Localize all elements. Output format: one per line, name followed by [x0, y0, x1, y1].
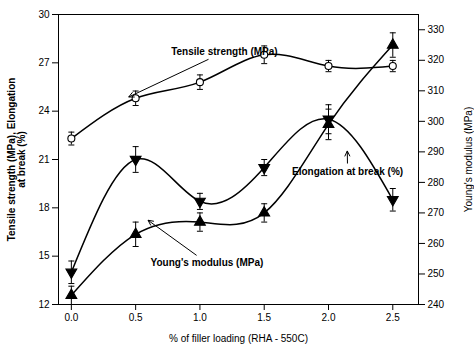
svg-text:2.0: 2.0 — [322, 312, 336, 323]
svg-text:% of filler loading (RHA - 550: % of filler loading (RHA - 550C) — [169, 333, 308, 344]
svg-text:280: 280 — [428, 177, 445, 188]
svg-text:310: 310 — [428, 85, 445, 96]
svg-text:Elongation at break (%): Elongation at break (%) — [292, 166, 403, 177]
svg-text:0.0: 0.0 — [64, 312, 78, 323]
svg-text:1.5: 1.5 — [257, 312, 271, 323]
svg-text:300: 300 — [428, 116, 445, 127]
svg-text:0.5: 0.5 — [129, 312, 143, 323]
svg-text:Young's modulus (MPa): Young's modulus (MPa) — [463, 107, 474, 212]
svg-text:1.0: 1.0 — [193, 312, 207, 323]
svg-text:24: 24 — [38, 105, 50, 116]
svg-text:30: 30 — [38, 9, 50, 20]
svg-text:18: 18 — [38, 202, 50, 213]
svg-text:Tensile strength (MPa), Elonga: Tensile strength (MPa), Elongationat bre… — [6, 78, 27, 242]
svg-text:27: 27 — [38, 57, 50, 68]
svg-text:250: 250 — [428, 268, 445, 279]
svg-text:320: 320 — [428, 54, 445, 65]
svg-text:Tensile strength (MPa): Tensile strength (MPa) — [171, 46, 278, 57]
svg-text:240: 240 — [428, 299, 445, 310]
svg-text:2.5: 2.5 — [386, 312, 400, 323]
svg-text:260: 260 — [428, 238, 445, 249]
svg-text:290: 290 — [428, 146, 445, 157]
svg-text:12: 12 — [38, 299, 50, 310]
svg-text:330: 330 — [428, 24, 445, 35]
svg-text:21: 21 — [38, 154, 50, 165]
svg-text:270: 270 — [428, 207, 445, 218]
svg-text:Young's modulus (MPa): Young's modulus (MPa) — [151, 257, 264, 268]
svg-text:15: 15 — [38, 250, 50, 261]
